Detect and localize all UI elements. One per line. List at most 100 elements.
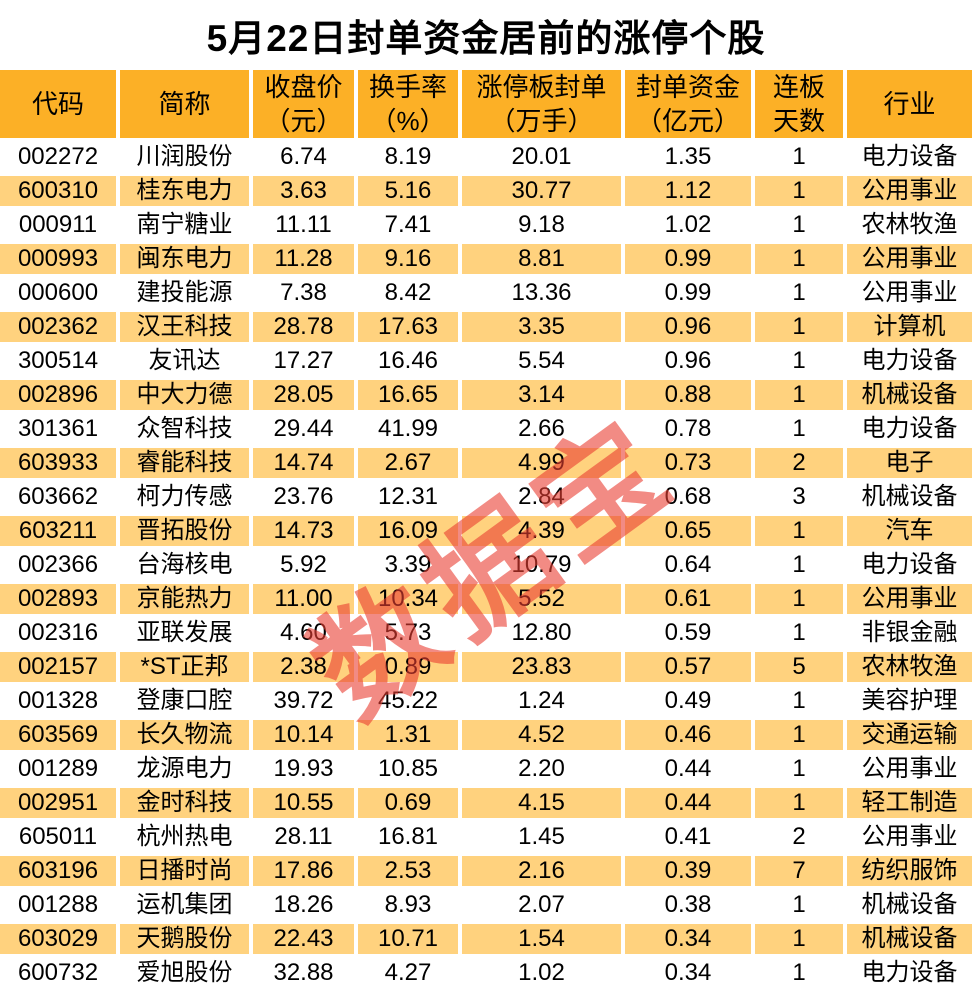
close-price-cell: 3.63 [249, 172, 358, 210]
industry-cell: 电力设备 [843, 410, 972, 448]
table-row: 001328 登康口腔 39.72 45.22 1.24 0.49 1 美容护理 [0, 682, 972, 720]
stock-code-cell: 001289 [0, 750, 120, 788]
table-row: 000911 南宁糖业 11.11 7.41 9.18 1.02 1 农林牧渔 [0, 206, 972, 244]
locked-funds-cell: 0.78 [621, 410, 755, 448]
close-price-cell: 32.88 [249, 954, 358, 988]
table-row: 002316 亚联发展 4.60 5.73 12.80 0.59 1 非银金融 [0, 614, 972, 652]
close-price-cell: 18.26 [249, 886, 358, 924]
limit-up-orders-cell: 1.54 [458, 920, 625, 958]
stock-name-cell: 众智科技 [116, 410, 253, 448]
turnover-rate-cell: 16.81 [354, 818, 462, 856]
close-price-cell: 14.74 [249, 444, 358, 482]
close-price-cell: 22.43 [249, 920, 358, 958]
industry-cell: 公用事业 [843, 818, 972, 856]
stock-name-cell: 京能热力 [116, 580, 253, 618]
stock-code-cell: 002272 [0, 138, 120, 176]
stock-code-cell: 002157 [0, 648, 120, 686]
locked-funds-cell: 0.34 [621, 954, 755, 988]
table-row: 000600 建投能源 7.38 8.42 13.36 0.99 1 公用事业 [0, 274, 972, 312]
industry-cell: 机械设备 [843, 478, 972, 516]
close-price-cell: 14.73 [249, 512, 358, 550]
stock-code-cell: 002316 [0, 614, 120, 652]
locked-funds-cell: 0.38 [621, 886, 755, 924]
stock-code-cell: 600732 [0, 954, 120, 988]
industry-cell: 电子 [843, 444, 972, 482]
industry-cell: 纺织服饰 [843, 852, 972, 890]
stock-code-cell: 000993 [0, 240, 120, 278]
stock-name-cell: 中大力德 [116, 376, 253, 414]
table-row: 600310 桂东电力 3.63 5.16 30.77 1.12 1 公用事业 [0, 172, 972, 210]
close-price-cell: 11.00 [249, 580, 358, 618]
industry-cell: 公用事业 [843, 580, 972, 618]
consecutive-days-cell: 1 [751, 206, 847, 244]
stock-name-cell: 晋拓股份 [116, 512, 253, 550]
stock-code-cell: 001328 [0, 682, 120, 720]
limit-up-orders-cell: 3.35 [458, 308, 625, 346]
consecutive-days-cell: 1 [751, 886, 847, 924]
stock-name-cell: 汉王科技 [116, 308, 253, 346]
close-price-cell: 28.05 [249, 376, 358, 414]
table-row: 603569 长久物流 10.14 1.31 4.52 0.46 1 交通运输 [0, 716, 972, 754]
limit-up-orders-cell: 30.77 [458, 172, 625, 210]
table-row: 000993 闽东电力 11.28 9.16 8.81 0.99 1 公用事业 [0, 240, 972, 278]
locked-funds-cell: 0.46 [621, 716, 755, 754]
industry-cell: 机械设备 [843, 376, 972, 414]
locked-funds-cell: 1.02 [621, 206, 755, 244]
locked-funds-cell: 0.61 [621, 580, 755, 618]
limit-up-orders-cell: 3.14 [458, 376, 625, 414]
locked-funds-cell: 0.96 [621, 342, 755, 380]
turnover-rate-cell: 10.71 [354, 920, 462, 958]
close-price-cell: 7.38 [249, 274, 358, 312]
industry-cell: 非银金融 [843, 614, 972, 652]
industry-cell: 电力设备 [843, 342, 972, 380]
stock-code-cell: 001288 [0, 886, 120, 924]
table-row: 002893 京能热力 11.00 10.34 5.52 0.61 1 公用事业 [0, 580, 972, 618]
stock-name-cell: 日播时尚 [116, 852, 253, 890]
stock-name-cell: 台海核电 [116, 546, 253, 584]
industry-cell: 公用事业 [843, 750, 972, 788]
locked-funds-cell: 0.99 [621, 240, 755, 278]
column-header-turnover-rate: 换手率 （%） [354, 70, 462, 142]
close-price-cell: 10.55 [249, 784, 358, 822]
table-row: 603029 天鹅股份 22.43 10.71 1.54 0.34 1 机械设备 [0, 920, 972, 958]
turnover-rate-cell: 3.39 [354, 546, 462, 584]
stock-name-cell: 龙源电力 [116, 750, 253, 788]
close-price-cell: 11.11 [249, 206, 358, 244]
limit-up-orders-cell: 8.81 [458, 240, 625, 278]
limit-up-orders-cell: 4.52 [458, 716, 625, 754]
turnover-rate-cell: 16.46 [354, 342, 462, 380]
turnover-rate-cell: 4.27 [354, 954, 462, 988]
stock-name-cell: 运机集团 [116, 886, 253, 924]
consecutive-days-cell: 5 [751, 648, 847, 686]
limit-up-orders-cell: 4.15 [458, 784, 625, 822]
stock-name-cell: 睿能科技 [116, 444, 253, 482]
stock-name-cell: 闽东电力 [116, 240, 253, 278]
consecutive-days-cell: 1 [751, 546, 847, 584]
industry-cell: 轻工制造 [843, 784, 972, 822]
column-header-locked-funds: 封单资金 （亿元） [621, 70, 755, 142]
industry-cell: 公用事业 [843, 172, 972, 210]
locked-funds-cell: 0.34 [621, 920, 755, 958]
consecutive-days-cell: 7 [751, 852, 847, 890]
limit-up-orders-cell: 2.20 [458, 750, 625, 788]
table-row: 603211 晋拓股份 14.73 16.09 4.39 0.65 1 汽车 [0, 512, 972, 550]
turnover-rate-cell: 10.34 [354, 580, 462, 618]
stock-code-cell: 603569 [0, 716, 120, 754]
consecutive-days-cell: 1 [751, 342, 847, 380]
column-header-code: 代码 [0, 70, 120, 142]
limit-up-orders-cell: 1.02 [458, 954, 625, 988]
limit-up-orders-cell: 4.39 [458, 512, 625, 550]
industry-cell: 机械设备 [843, 886, 972, 924]
close-price-cell: 28.11 [249, 818, 358, 856]
consecutive-days-cell: 2 [751, 444, 847, 482]
table-row: 600732 爱旭股份 32.88 4.27 1.02 0.34 1 电力设备 [0, 954, 972, 988]
locked-funds-cell: 0.41 [621, 818, 755, 856]
close-price-cell: 29.44 [249, 410, 358, 448]
close-price-cell: 6.74 [249, 138, 358, 176]
stock-code-cell: 603029 [0, 920, 120, 958]
locked-funds-cell: 0.39 [621, 852, 755, 890]
limit-up-orders-cell: 4.99 [458, 444, 625, 482]
turnover-rate-cell: 17.63 [354, 308, 462, 346]
consecutive-days-cell: 1 [751, 784, 847, 822]
